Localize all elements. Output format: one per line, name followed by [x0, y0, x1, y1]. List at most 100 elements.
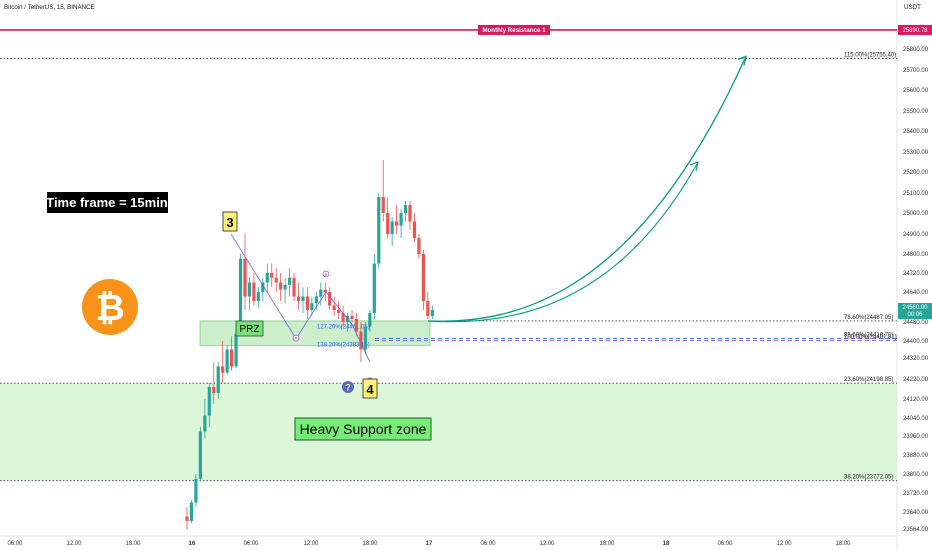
candle-body	[377, 197, 381, 264]
candle-body	[417, 238, 421, 254]
harmonic-pattern-line	[230, 233, 371, 363]
candle-body	[185, 516, 189, 521]
time-tick-label: 06:00	[480, 541, 496, 547]
price-tick-label: 24120.00	[903, 397, 929, 403]
prz-label: PRZ	[240, 324, 260, 335]
current-price-value: 24560.00	[902, 305, 928, 311]
candle-body	[296, 296, 301, 301]
candle-body	[430, 310, 434, 316]
heavy-support-label-box	[294, 417, 432, 441]
candle-body	[287, 277, 292, 285]
candle-body	[230, 349, 234, 367]
candle-body	[216, 366, 220, 393]
resistance-price-tag	[898, 24, 932, 35]
time-tick-label: 12:00	[539, 541, 555, 547]
candle-body	[359, 331, 363, 350]
price-tick-label: 25500.00	[903, 109, 929, 115]
projection-arrowhead	[737, 55, 747, 66]
price-tick-label: 24480.00	[903, 320, 929, 326]
price-tick-label: 25400.00	[903, 129, 929, 135]
timeframe-box	[47, 192, 168, 213]
svg-text:₿: ₿	[95, 288, 124, 329]
fib-level-label: 115.00%(25755.40)	[844, 52, 896, 58]
candle-body	[403, 205, 408, 213]
price-tick-label: 24400.00	[903, 339, 929, 345]
wave-4-label: 4	[366, 382, 374, 397]
fib-level-label: 85.60%(24410.70)	[844, 332, 893, 338]
candle-body	[337, 310, 341, 313]
time-tick-label: 06:00	[243, 541, 259, 547]
price-tick-label: 23720.00	[903, 491, 929, 497]
candle-body	[341, 313, 345, 322]
candle-body	[426, 301, 430, 316]
candle-body	[350, 316, 354, 319]
candle-body	[256, 292, 260, 301]
question-icon[interactable]	[342, 381, 354, 393]
wave-3-badge	[222, 211, 238, 232]
candle-body	[207, 387, 211, 416]
candle-body	[274, 277, 278, 283]
candle-body	[279, 282, 283, 290]
candle-body	[372, 263, 376, 313]
candle-body	[292, 277, 296, 297]
candle-body	[247, 282, 252, 297]
time-tick-label: 17	[426, 541, 433, 547]
monthly-resistance-label: Monthly Resistance 1	[482, 27, 546, 34]
candle-body	[270, 273, 274, 278]
pattern-point-marker	[322, 270, 330, 278]
price-tick-label: 23800.00	[903, 472, 929, 478]
candle-body	[390, 221, 394, 234]
candle-body	[234, 333, 238, 367]
price-tick-label: 24040.00	[903, 416, 929, 422]
candle-body	[283, 284, 287, 290]
symbol-title[interactable]: Bitcoin / TetherUS, 15, BINANCE	[4, 4, 95, 11]
heavy-support-label: Heavy Support zone	[300, 421, 427, 437]
candle-body	[323, 289, 327, 292]
fib-level-label: 38.20%(23772.05)	[844, 475, 893, 481]
time-tick-label: 18:00	[835, 541, 851, 547]
time-tick-label: 18	[663, 541, 670, 547]
pattern-point-marker	[292, 334, 300, 342]
candle-body	[261, 282, 265, 292]
fib-level-label: 23.60%(24198.85)	[844, 377, 893, 383]
candle-body	[243, 258, 247, 297]
price-tick-label: 25700.00	[903, 68, 929, 74]
candle-body	[328, 292, 332, 306]
candle-countdown: 00:06	[907, 312, 923, 318]
price-tick-label: 23880.00	[903, 453, 929, 459]
projection-arrow	[427, 58, 746, 322]
price-tick-label: 25600.00	[903, 88, 929, 94]
candle-body	[221, 366, 225, 373]
price-tick-label: 23640.00	[903, 510, 929, 516]
price-tick-label: 24320.00	[903, 356, 929, 362]
price-tick-label: 24720.00	[903, 271, 929, 277]
candle-body	[265, 273, 269, 283]
candle-body	[252, 282, 256, 301]
current-price-tag	[898, 303, 932, 319]
projection-arrow-secondary	[427, 163, 698, 323]
candle-body	[301, 296, 305, 301]
projection-arrowhead-secondary	[689, 161, 699, 172]
candle-body	[408, 205, 412, 222]
price-tick-label: 25200.00	[903, 170, 929, 176]
time-tick-label: 06:00	[7, 541, 23, 547]
candle-body	[412, 221, 417, 238]
fib-level-label: 78.60%(24487.05)	[844, 315, 893, 321]
price-tick-label: 24800.00	[903, 252, 929, 258]
candle-body	[363, 326, 367, 350]
price-tick-label: 25800.00	[903, 47, 929, 53]
heavy-support-zone	[0, 383, 897, 481]
candle-body	[314, 296, 318, 304]
time-tick-label: 12:00	[66, 541, 82, 547]
candle-body	[194, 478, 198, 503]
price-tick-label: 23960.00	[903, 434, 929, 440]
prz-label-box	[235, 320, 264, 337]
candle-body	[319, 289, 323, 297]
candle-body	[395, 221, 399, 226]
monthly-resistance-badge	[478, 24, 550, 35]
fib-extension-label: 138.20%(24383.15)	[317, 343, 370, 349]
price-tick-label: 25300.00	[903, 150, 929, 156]
price-tick-label: 23564.00	[903, 527, 929, 533]
candle-body	[421, 254, 425, 301]
